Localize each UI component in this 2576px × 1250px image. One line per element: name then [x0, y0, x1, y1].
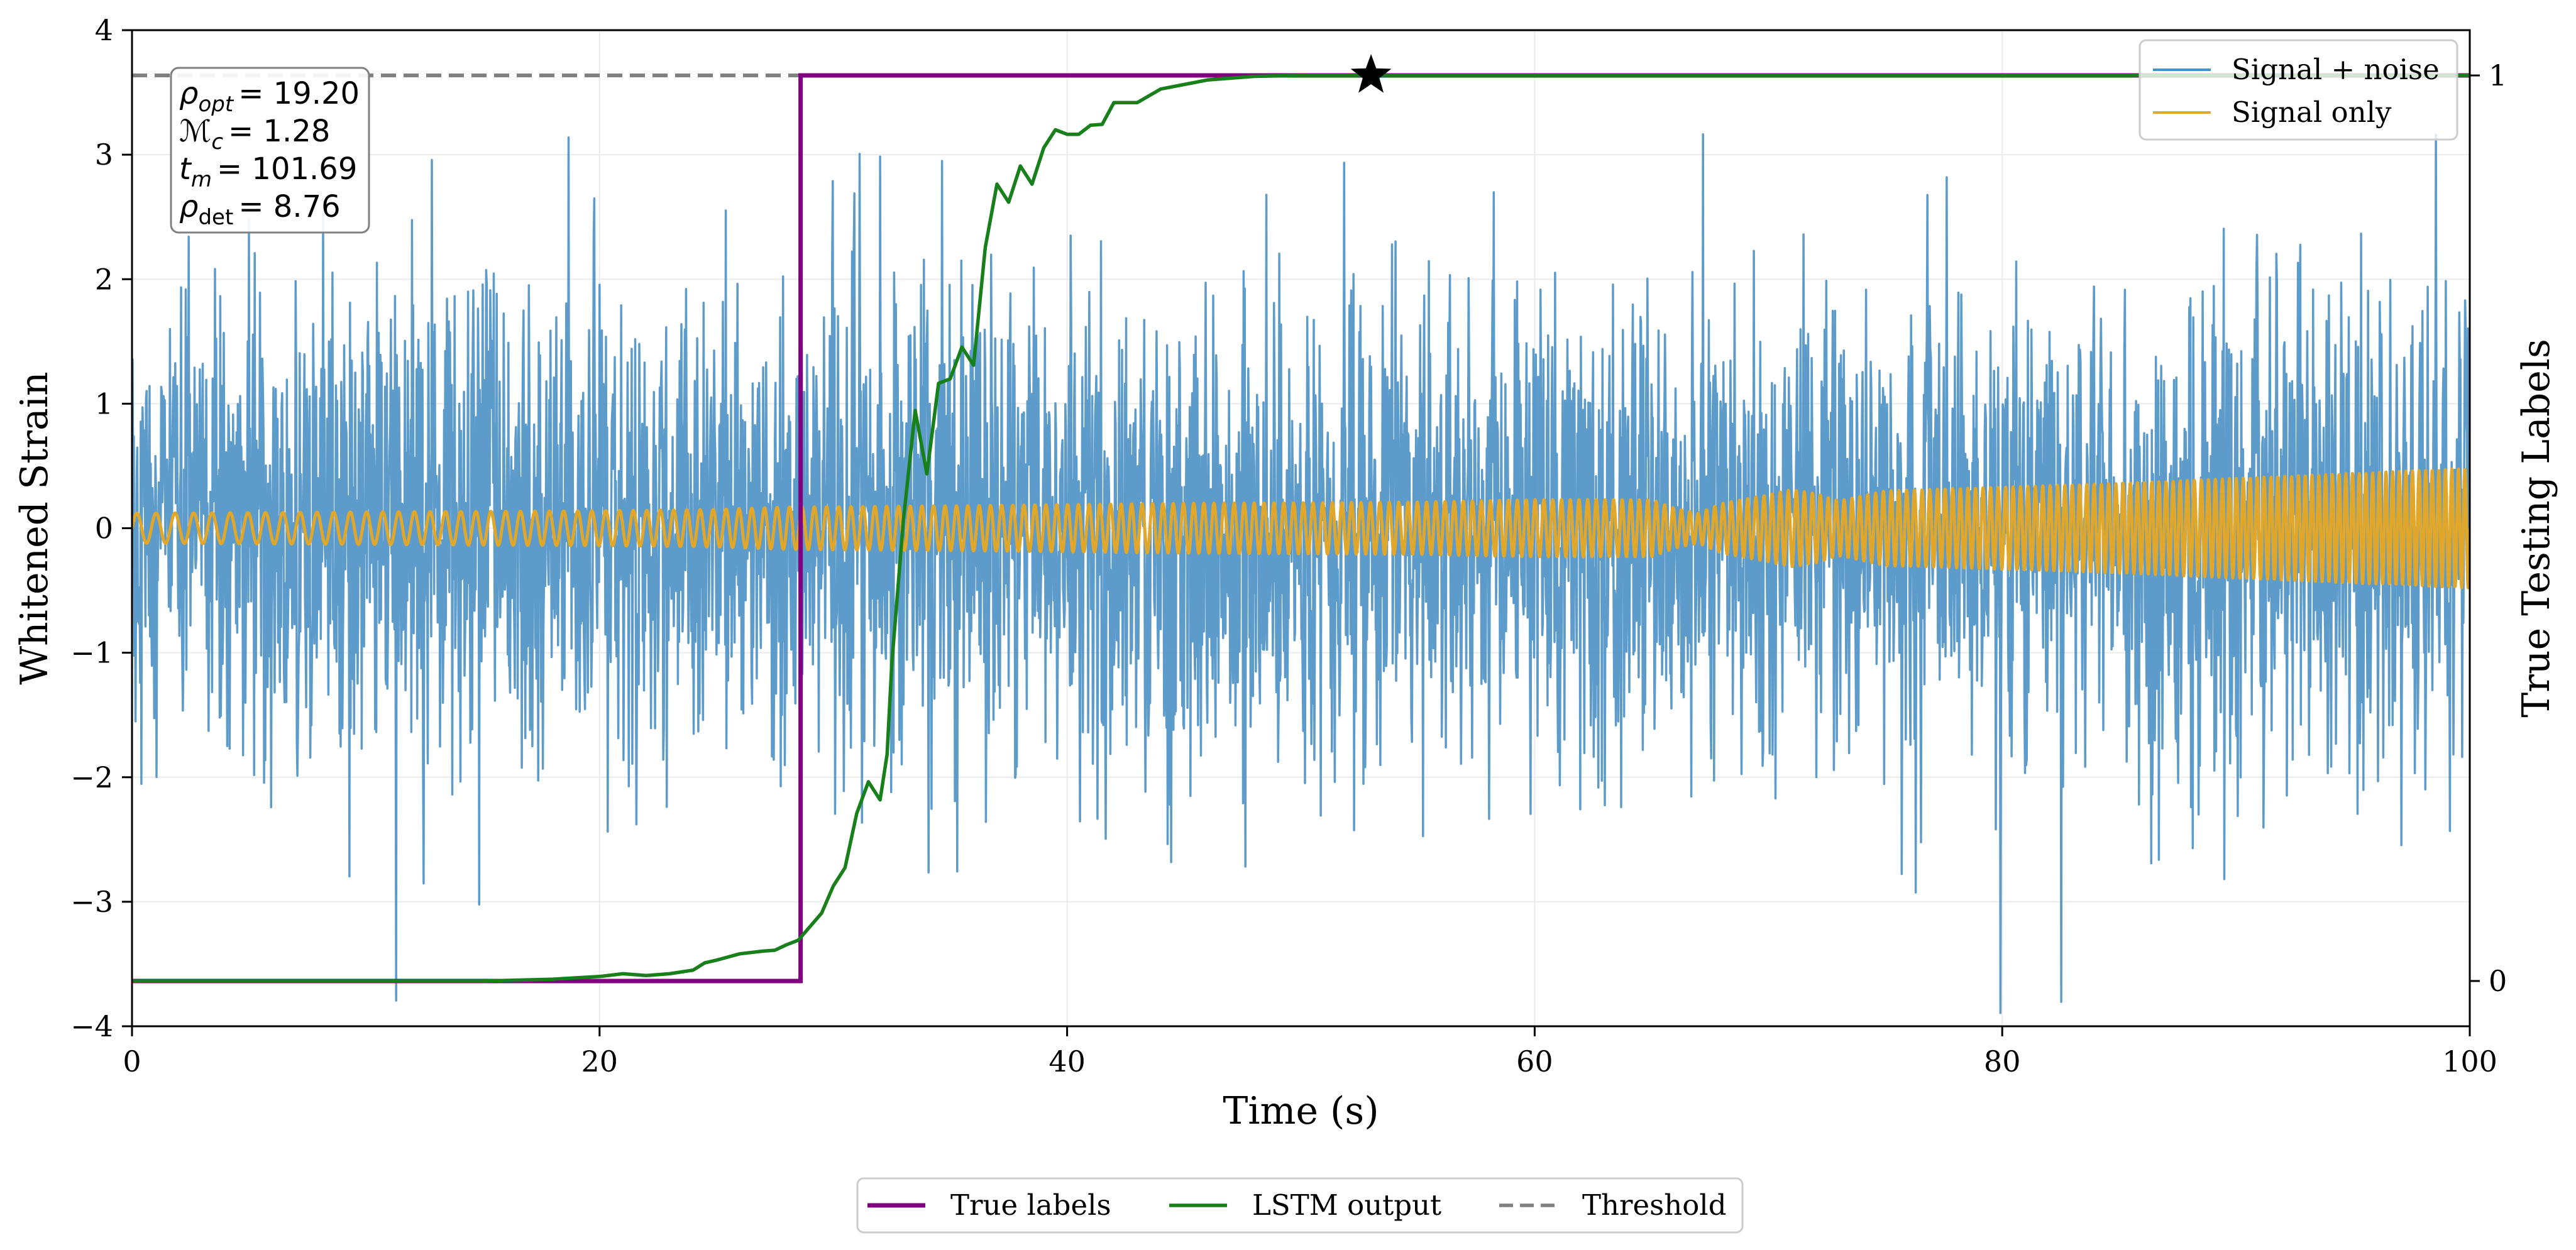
- plot-area: [132, 73, 2470, 1014]
- y-tick-label-left: 3: [95, 138, 113, 172]
- annotation-value: = 101.69: [217, 151, 357, 187]
- y-tick-label-right: 0: [2489, 964, 2507, 998]
- x-tick-label: 80: [1984, 1044, 2021, 1078]
- annotation-value: = 19.20: [238, 76, 360, 111]
- series-lstm-output-line: [132, 74, 2470, 983]
- upper-legend-frame: [2138, 39, 2458, 141]
- y-tick-label-left: −4: [70, 1009, 113, 1043]
- x-tick-label: 60: [1516, 1044, 1553, 1078]
- legends: Signal + noise Signal only True labels LSTM…: [856, 39, 2458, 1234]
- x-tick-label: 40: [1049, 1044, 1086, 1078]
- annotation-symbol: ρ: [179, 189, 198, 224]
- annotation-line-1: ℳc = 1.28: [179, 114, 330, 155]
- x-tick-label: 100: [2442, 1044, 2497, 1078]
- lower-legend-frame: [856, 1177, 1744, 1234]
- annotation-value: = 8.76: [238, 189, 340, 224]
- y-tick-label-left: 4: [95, 13, 113, 47]
- y-tick-label-left: 0: [95, 512, 113, 546]
- annotation-line-2: tm = 101.69: [179, 151, 357, 192]
- legend-label: Signal + noise: [2232, 53, 2440, 86]
- annotation-subscript: c: [211, 129, 223, 155]
- legend-label: True labels: [950, 1188, 1111, 1222]
- y-tick-label-left: 2: [95, 262, 113, 296]
- y-tick-label-right: 1: [2489, 58, 2507, 92]
- series-signal-only-line: [132, 468, 2470, 589]
- annotation-line-0: ρopt = 19.20: [179, 76, 360, 117]
- annotation-subscript: opt: [198, 92, 234, 117]
- detection-star-marker: [1350, 54, 1392, 93]
- y-axis-title-left: Whitened Strain: [13, 371, 57, 684]
- annotation-subscript: m: [191, 167, 212, 192]
- legend-label: Threshold: [1582, 1188, 1727, 1222]
- x-tick-label: 0: [123, 1044, 141, 1078]
- y-tick-label-left: 1: [95, 387, 113, 420]
- annotation-value: = 1.28: [228, 114, 330, 149]
- legend-label: Signal only: [2232, 96, 2392, 129]
- y-tick-label-left: −2: [70, 760, 113, 794]
- annotation-symbol: ℳ: [179, 114, 211, 149]
- x-axis-title: Time (s): [1223, 1089, 1379, 1133]
- annotation-subscript: det: [198, 205, 233, 230]
- annotation-symbol: t: [179, 151, 192, 187]
- annotation-box-frame: [170, 67, 370, 234]
- annotation-line-3: ρdet = 8.76: [179, 189, 341, 230]
- y-tick-label-left: −3: [70, 885, 113, 919]
- x-tick-label: 20: [581, 1044, 619, 1078]
- y-axis-title-right: True Testing Labels: [2514, 339, 2558, 718]
- annotation-symbol: ρ: [179, 76, 198, 111]
- legend-label: LSTM output: [1252, 1188, 1441, 1222]
- y-tick-label-left: −1: [70, 636, 113, 670]
